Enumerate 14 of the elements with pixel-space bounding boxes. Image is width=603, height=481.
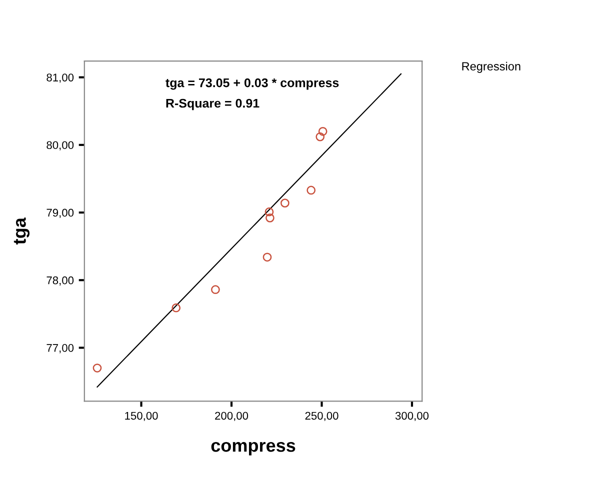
text: Regression — [462, 62, 520, 73]
y-tick-label: 81,00 — [46, 74, 74, 83]
x-tick-label: 250,00 — [305, 412, 338, 422]
y-tick-label: 77,00 — [46, 344, 74, 354]
x-tick-label: 200,00 — [215, 412, 248, 422]
annotation: tga = 73.05 + 0.03 * compress — [166, 78, 339, 90]
x-tick-label: 150,00 — [125, 412, 158, 422]
x-axis-title: compress — [211, 442, 296, 456]
annotation: R-Square = 0.91 — [166, 98, 260, 110]
y-axis-title: tga — [14, 217, 30, 244]
y-tick-label: 79,00 — [46, 208, 74, 218]
y-tick-label: 80,00 — [46, 141, 74, 150]
x-tick-label: 300,00 — [395, 412, 429, 422]
y-tick-label: 78,00 — [46, 276, 74, 286]
